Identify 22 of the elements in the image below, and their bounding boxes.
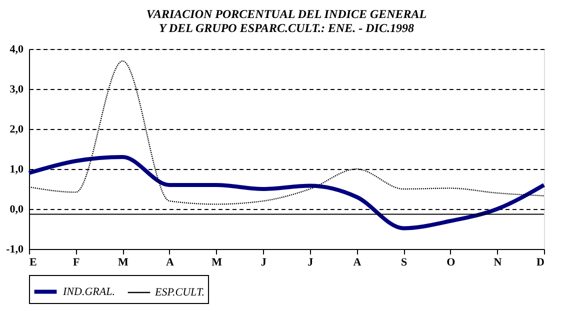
- y-tick-label: 1,0: [10, 164, 24, 176]
- x-tick-label: M: [212, 256, 223, 268]
- x-tick-label: D: [536, 256, 545, 268]
- x-tick-label: J: [260, 256, 267, 268]
- x-tick-label: J: [308, 256, 314, 268]
- y-tick-label: -1,0: [6, 244, 24, 256]
- legend-label: ESP.CULT.: [154, 286, 204, 298]
- chart-title: VARIACION PORCENTUAL DEL INDICE GENERAL Y DEL GRUPO ESPARC.CULT.: ENE. - DIC.1998: [146, 7, 427, 35]
- y-tick-label: 2,0: [10, 124, 24, 136]
- x-tick-label: N: [494, 256, 502, 268]
- x-tick-label: F: [72, 256, 80, 268]
- x-tick-label: M: [118, 256, 129, 268]
- y-tick-label: 0,0: [10, 204, 24, 216]
- y-tick-label: 4,0: [10, 44, 24, 56]
- x-tick-label: A: [353, 256, 362, 268]
- y-tick-label: 3,0: [10, 84, 24, 96]
- x-tick-label: O: [446, 256, 456, 268]
- legend-label: IND.GRAL.: [62, 286, 115, 298]
- x-tick-label: E: [30, 256, 37, 268]
- x-tick-label: A: [166, 256, 174, 268]
- x-tick-label: S: [400, 256, 408, 268]
- line-series: [27, 155, 546, 230]
